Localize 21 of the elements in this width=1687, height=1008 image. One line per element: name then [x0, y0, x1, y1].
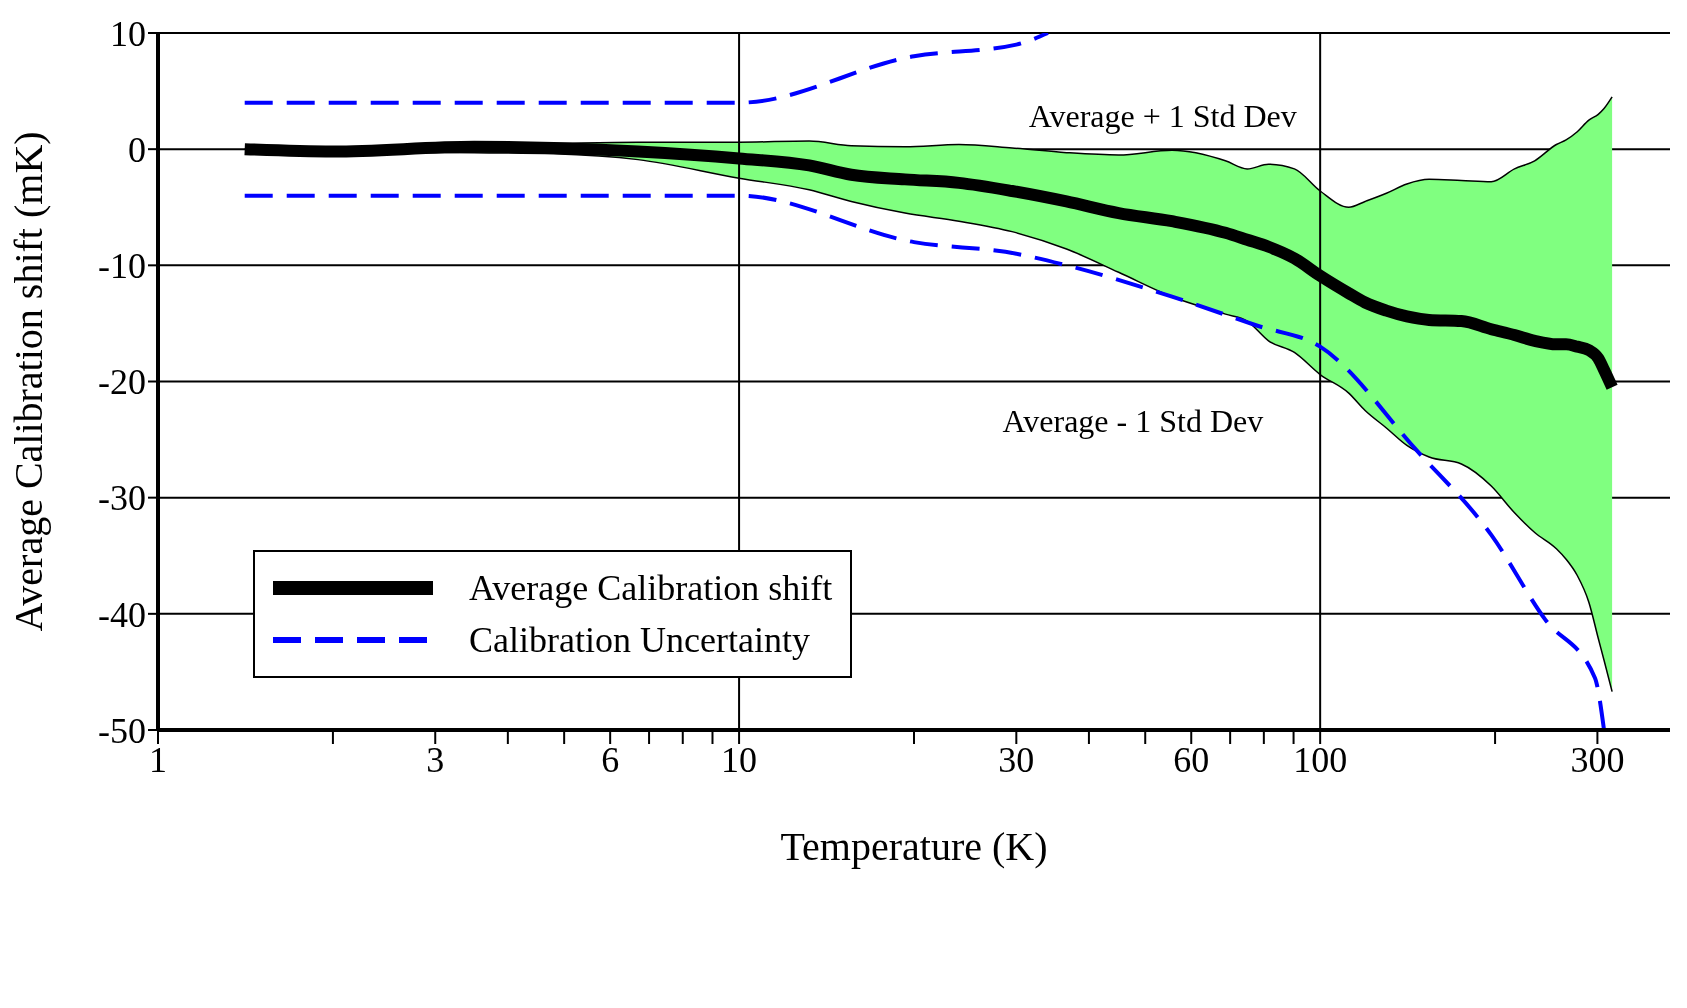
- y-tick-label: -30: [98, 478, 146, 519]
- y-tick-label: -20: [98, 362, 146, 403]
- x-tick-label: 100: [1293, 739, 1348, 780]
- y-tick-label: 0: [128, 129, 146, 170]
- legend-label: Average Calibration shift: [469, 567, 833, 609]
- x-tick-label: 6: [601, 739, 620, 780]
- x-axis-title: Temperature (K): [780, 824, 1048, 869]
- legend-label: Calibration Uncertainty: [469, 619, 810, 661]
- x-tick-label: 1: [149, 739, 167, 780]
- y-axis-title: Average Calibration shift (mK): [6, 131, 52, 632]
- y-tick-label: 10: [110, 13, 146, 54]
- annotation: Average + 1 Std Dev: [1028, 97, 1297, 134]
- y-tick-label: -40: [98, 594, 146, 635]
- y-tick-label: -50: [98, 710, 146, 751]
- x-tick-label: 30: [998, 739, 1035, 780]
- x-tick-label: 3: [426, 739, 445, 780]
- x-tick-label: 300: [1570, 739, 1625, 780]
- x-tick-label: 10: [721, 739, 758, 780]
- annotation: Average - 1 Std Dev: [1002, 402, 1264, 439]
- x-tick-label: 60: [1173, 739, 1210, 780]
- y-tick-label: -10: [98, 246, 146, 287]
